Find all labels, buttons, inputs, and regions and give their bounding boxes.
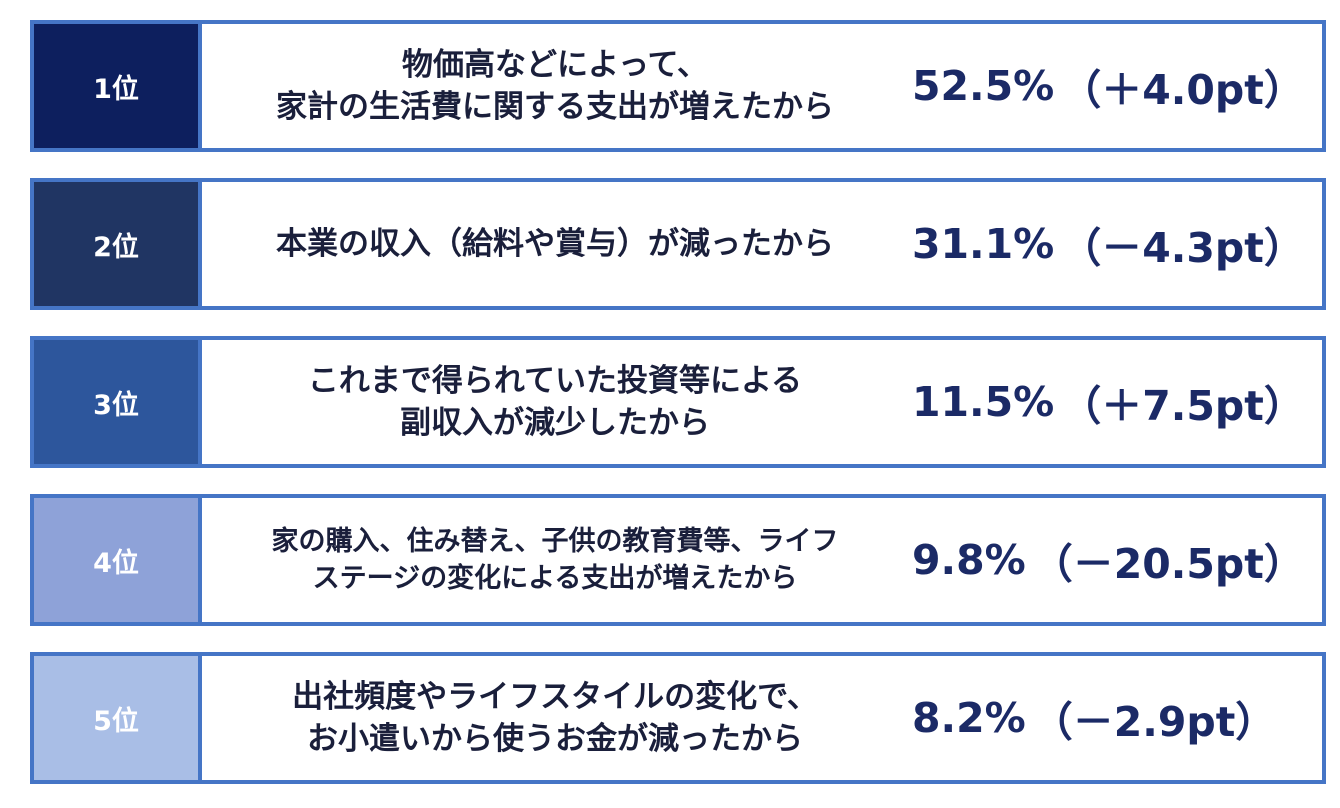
- rank-value-4: 9.8% （－20.5pt）: [908, 498, 1322, 622]
- rank-row-3: 3位 これまで得られていた投資等による 副収入が減少したから 11.5% （＋7…: [30, 336, 1326, 468]
- rank-value-3: 11.5% （＋7.5pt）: [908, 340, 1322, 464]
- rank-reason-4: 家の購入、住み替え、子供の教育費等、ライフ ステージの変化による支出が増えたから: [202, 498, 908, 622]
- rank-badge-3: 3位: [34, 340, 202, 464]
- rank-reason-1: 物価高などによって、 家計の生活費に関する支出が増えたから: [202, 24, 908, 148]
- rank-row-2: 2位 本業の収入（給料や賞与）が減ったから 31.1% （－4.3pt）: [30, 178, 1326, 310]
- rank-row-1: 1位 物価高などによって、 家計の生活費に関する支出が増えたから 52.5% （…: [30, 20, 1326, 152]
- rank-row-5: 5位 出社頻度やライフスタイルの変化で、 お小遣いから使うお金が減ったから 8.…: [30, 652, 1326, 784]
- rank-badge-2: 2位: [34, 182, 202, 306]
- percent-label: 11.5%: [912, 378, 1055, 426]
- change-label: （－20.5pt）: [1031, 540, 1305, 588]
- rank-badge-1: 1位: [34, 24, 202, 148]
- reason-line: 出社頻度やライフスタイルの変化で、: [292, 679, 818, 715]
- rank-value-1: 52.5% （＋4.0pt）: [908, 24, 1322, 148]
- rank-reason-2: 本業の収入（給料や賞与）が減ったから: [202, 182, 908, 306]
- reason-line: 副収入が減少したから: [400, 405, 710, 441]
- rank-value-5: 8.2% （－2.9pt）: [908, 656, 1322, 780]
- rank-badge-4: 4位: [34, 498, 202, 622]
- change-label: （－4.3pt）: [1060, 224, 1305, 272]
- percent-label: 9.8%: [912, 536, 1026, 584]
- percent-label: 8.2%: [912, 694, 1026, 742]
- reason-line: お小遣いから使うお金が減ったから: [307, 721, 803, 757]
- rank-reason-5: 出社頻度やライフスタイルの変化で、 お小遣いから使うお金が減ったから: [202, 656, 908, 780]
- reason-line: 家計の生活費に関する支出が増えたから: [276, 89, 834, 125]
- rank-reason-3: これまで得られていた投資等による 副収入が減少したから: [202, 340, 908, 464]
- percent-label: 31.1%: [912, 220, 1055, 268]
- rank-row-4: 4位 家の購入、住み替え、子供の教育費等、ライフ ステージの変化による支出が増え…: [30, 494, 1326, 626]
- reason-line: 物価高などによって、: [402, 47, 708, 83]
- rank-badge-5: 5位: [34, 656, 202, 780]
- change-label: （＋7.5pt）: [1060, 382, 1305, 430]
- change-label: （－2.9pt）: [1031, 698, 1277, 746]
- reason-line: ステージの変化による支出が増えたから: [312, 563, 798, 594]
- rank-value-2: 31.1% （－4.3pt）: [908, 182, 1322, 306]
- change-label: （＋4.0pt）: [1060, 66, 1305, 114]
- reason-line: これまで得られていた投資等による: [307, 363, 803, 399]
- reason-line: 家の購入、住み替え、子供の教育費等、ライフ: [271, 526, 839, 557]
- reason-line: 本業の収入（給料や賞与）が減ったから: [276, 226, 834, 262]
- percent-label: 52.5%: [912, 62, 1055, 110]
